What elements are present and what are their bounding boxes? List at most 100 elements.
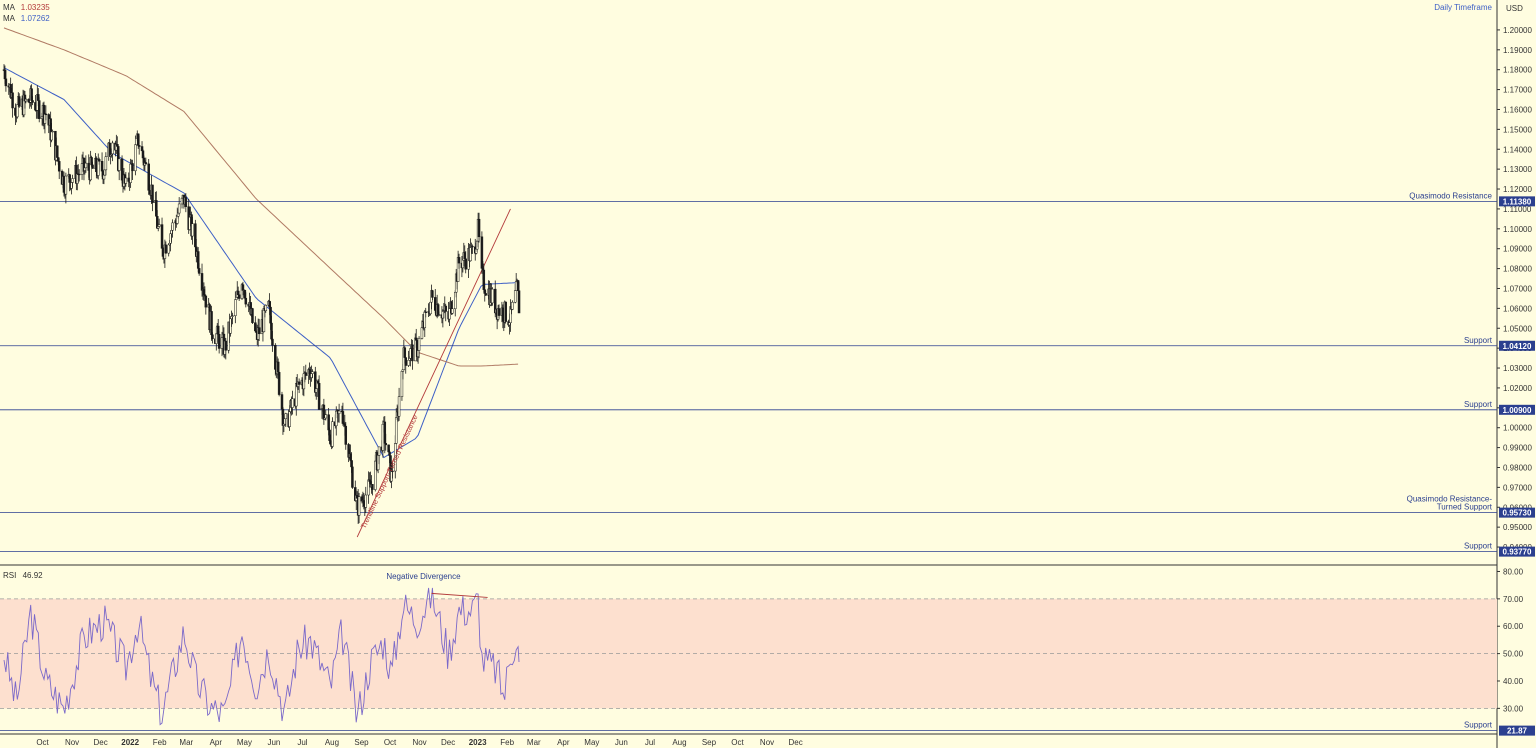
- time-tick-label: Oct: [731, 738, 744, 747]
- rsi-legend: RSI 46.92: [3, 571, 43, 580]
- horizontal-levels[interactable]: [0, 200, 1497, 732]
- price-tick-label: 1.19000: [1503, 46, 1532, 55]
- candle-body: [431, 290, 434, 298]
- candle-body: [124, 177, 128, 184]
- time-tick-label: 2022: [121, 738, 139, 747]
- candle-body: [177, 203, 181, 214]
- level-price-tag: [1499, 340, 1535, 351]
- time-tick-label: Apr: [557, 738, 570, 747]
- price-tick-label: 1.09000: [1503, 245, 1532, 254]
- time-tick-label: Nov: [412, 738, 426, 747]
- price-tick-label: 1.11000: [1503, 205, 1532, 214]
- rsi-legend-value: 46.92: [22, 571, 43, 580]
- candle-body: [244, 297, 248, 305]
- candle-body: [351, 466, 354, 488]
- time-tick-label: Jun: [267, 738, 280, 747]
- rsi-tick-label: 40.00: [1503, 677, 1524, 686]
- candle-body: [17, 96, 21, 107]
- divergence-label: Negative Divergence: [386, 572, 461, 581]
- candle-body: [297, 381, 301, 385]
- ma-legend-label: MA: [3, 3, 15, 12]
- candle-body: [394, 417, 398, 444]
- candle-body: [284, 413, 288, 420]
- trendline[interactable]: [356, 208, 511, 538]
- moving-averages: [3, 27, 519, 459]
- candle-body: [491, 288, 494, 304]
- time-tick-label: Dec: [441, 738, 455, 747]
- candle-body: [56, 145, 59, 158]
- price-tick-label: 0.99000: [1503, 444, 1532, 453]
- candle-body: [417, 338, 421, 351]
- candle-body: [111, 142, 114, 155]
- time-axis[interactable]: Oct Nov Dec 2022 Feb Mar Apr May Jun Jul Aug Sep Oct…: [36, 738, 802, 747]
- rsi-level-value: 21.87: [1507, 727, 1528, 736]
- candle-body: [91, 164, 94, 169]
- candle-body: [497, 308, 501, 316]
- rsi-tick-label: 60.00: [1503, 622, 1524, 631]
- time-tick-label: Nov: [65, 738, 79, 747]
- time-tick-label: Feb: [153, 738, 167, 747]
- price-tick-label: 1.03000: [1503, 364, 1532, 373]
- price-tick-label: 1.17000: [1503, 86, 1532, 95]
- price-tick-label: 1.16000: [1503, 105, 1532, 114]
- level-price-label: 1.11380: [1503, 197, 1532, 206]
- candle-body: [117, 158, 121, 171]
- ma-slow-legend: MA 1.07262: [3, 14, 50, 23]
- candle-body: [511, 301, 514, 310]
- candle-body: [11, 92, 14, 109]
- candle-body: [388, 451, 391, 456]
- candle-body: [24, 98, 28, 102]
- candle-body: [513, 290, 517, 303]
- candle-body: [184, 197, 188, 207]
- candle-body: [404, 357, 407, 366]
- candle-body: [234, 299, 237, 316]
- candle-body: [337, 410, 341, 414]
- price-tick-label: 0.97000: [1503, 483, 1532, 492]
- price-tick-label: 1.00000: [1503, 424, 1532, 433]
- candle-body: [160, 224, 164, 249]
- candle-body: [97, 159, 101, 162]
- candle-body: [257, 327, 261, 335]
- time-tick-label: Oct: [36, 738, 49, 747]
- currency-label: USD: [1506, 4, 1523, 13]
- rsi-tick-label: 50.00: [1503, 650, 1524, 659]
- candle-body: [50, 131, 53, 141]
- rsi-panel[interactable]: [0, 587, 1497, 726]
- divergence-line: [431, 592, 488, 598]
- rsi-tick-label: 70.00: [1503, 595, 1524, 604]
- time-tick-label: Jul: [645, 738, 655, 747]
- ma-slow-line: [3, 27, 519, 367]
- candle-body: [457, 257, 461, 264]
- candle-body: [411, 344, 414, 362]
- price-tick-label: 1.10000: [1503, 225, 1532, 234]
- candle-body: [68, 174, 71, 183]
- candle-body: [277, 372, 281, 395]
- candle-body: [344, 425, 348, 445]
- candle-body: [44, 113, 48, 116]
- rsi-legend-label: RSI: [3, 571, 17, 580]
- price-axis[interactable]: 1.20000 1.19000 1.18000 1.17000 1.16000 1.150…: [1497, 26, 1535, 736]
- time-tick-label: Feb: [500, 738, 514, 747]
- level-label: Quasimodo Resistance: [1409, 191, 1492, 200]
- candle-body: [504, 301, 507, 322]
- candle-body: [288, 411, 291, 427]
- candle-body: [444, 305, 447, 312]
- candle-body: [437, 314, 441, 316]
- candle-body: [77, 173, 81, 176]
- level-price-label: 0.93770: [1503, 548, 1532, 557]
- candle-body: [197, 268, 201, 274]
- price-tick-label: 1.14000: [1503, 145, 1532, 154]
- candle-body: [420, 327, 424, 339]
- level-label: Turned Support: [1437, 503, 1493, 512]
- candle-body: [104, 156, 108, 171]
- candlesticks[interactable]: [2, 64, 521, 525]
- candle-body: [276, 361, 280, 373]
- candle-body: [251, 308, 254, 323]
- candle-body: [84, 162, 88, 169]
- candle-body: [407, 359, 410, 366]
- candle-body: [403, 347, 407, 358]
- candle-body: [151, 184, 154, 204]
- candle-body: [57, 161, 61, 172]
- candle-body: [157, 224, 161, 227]
